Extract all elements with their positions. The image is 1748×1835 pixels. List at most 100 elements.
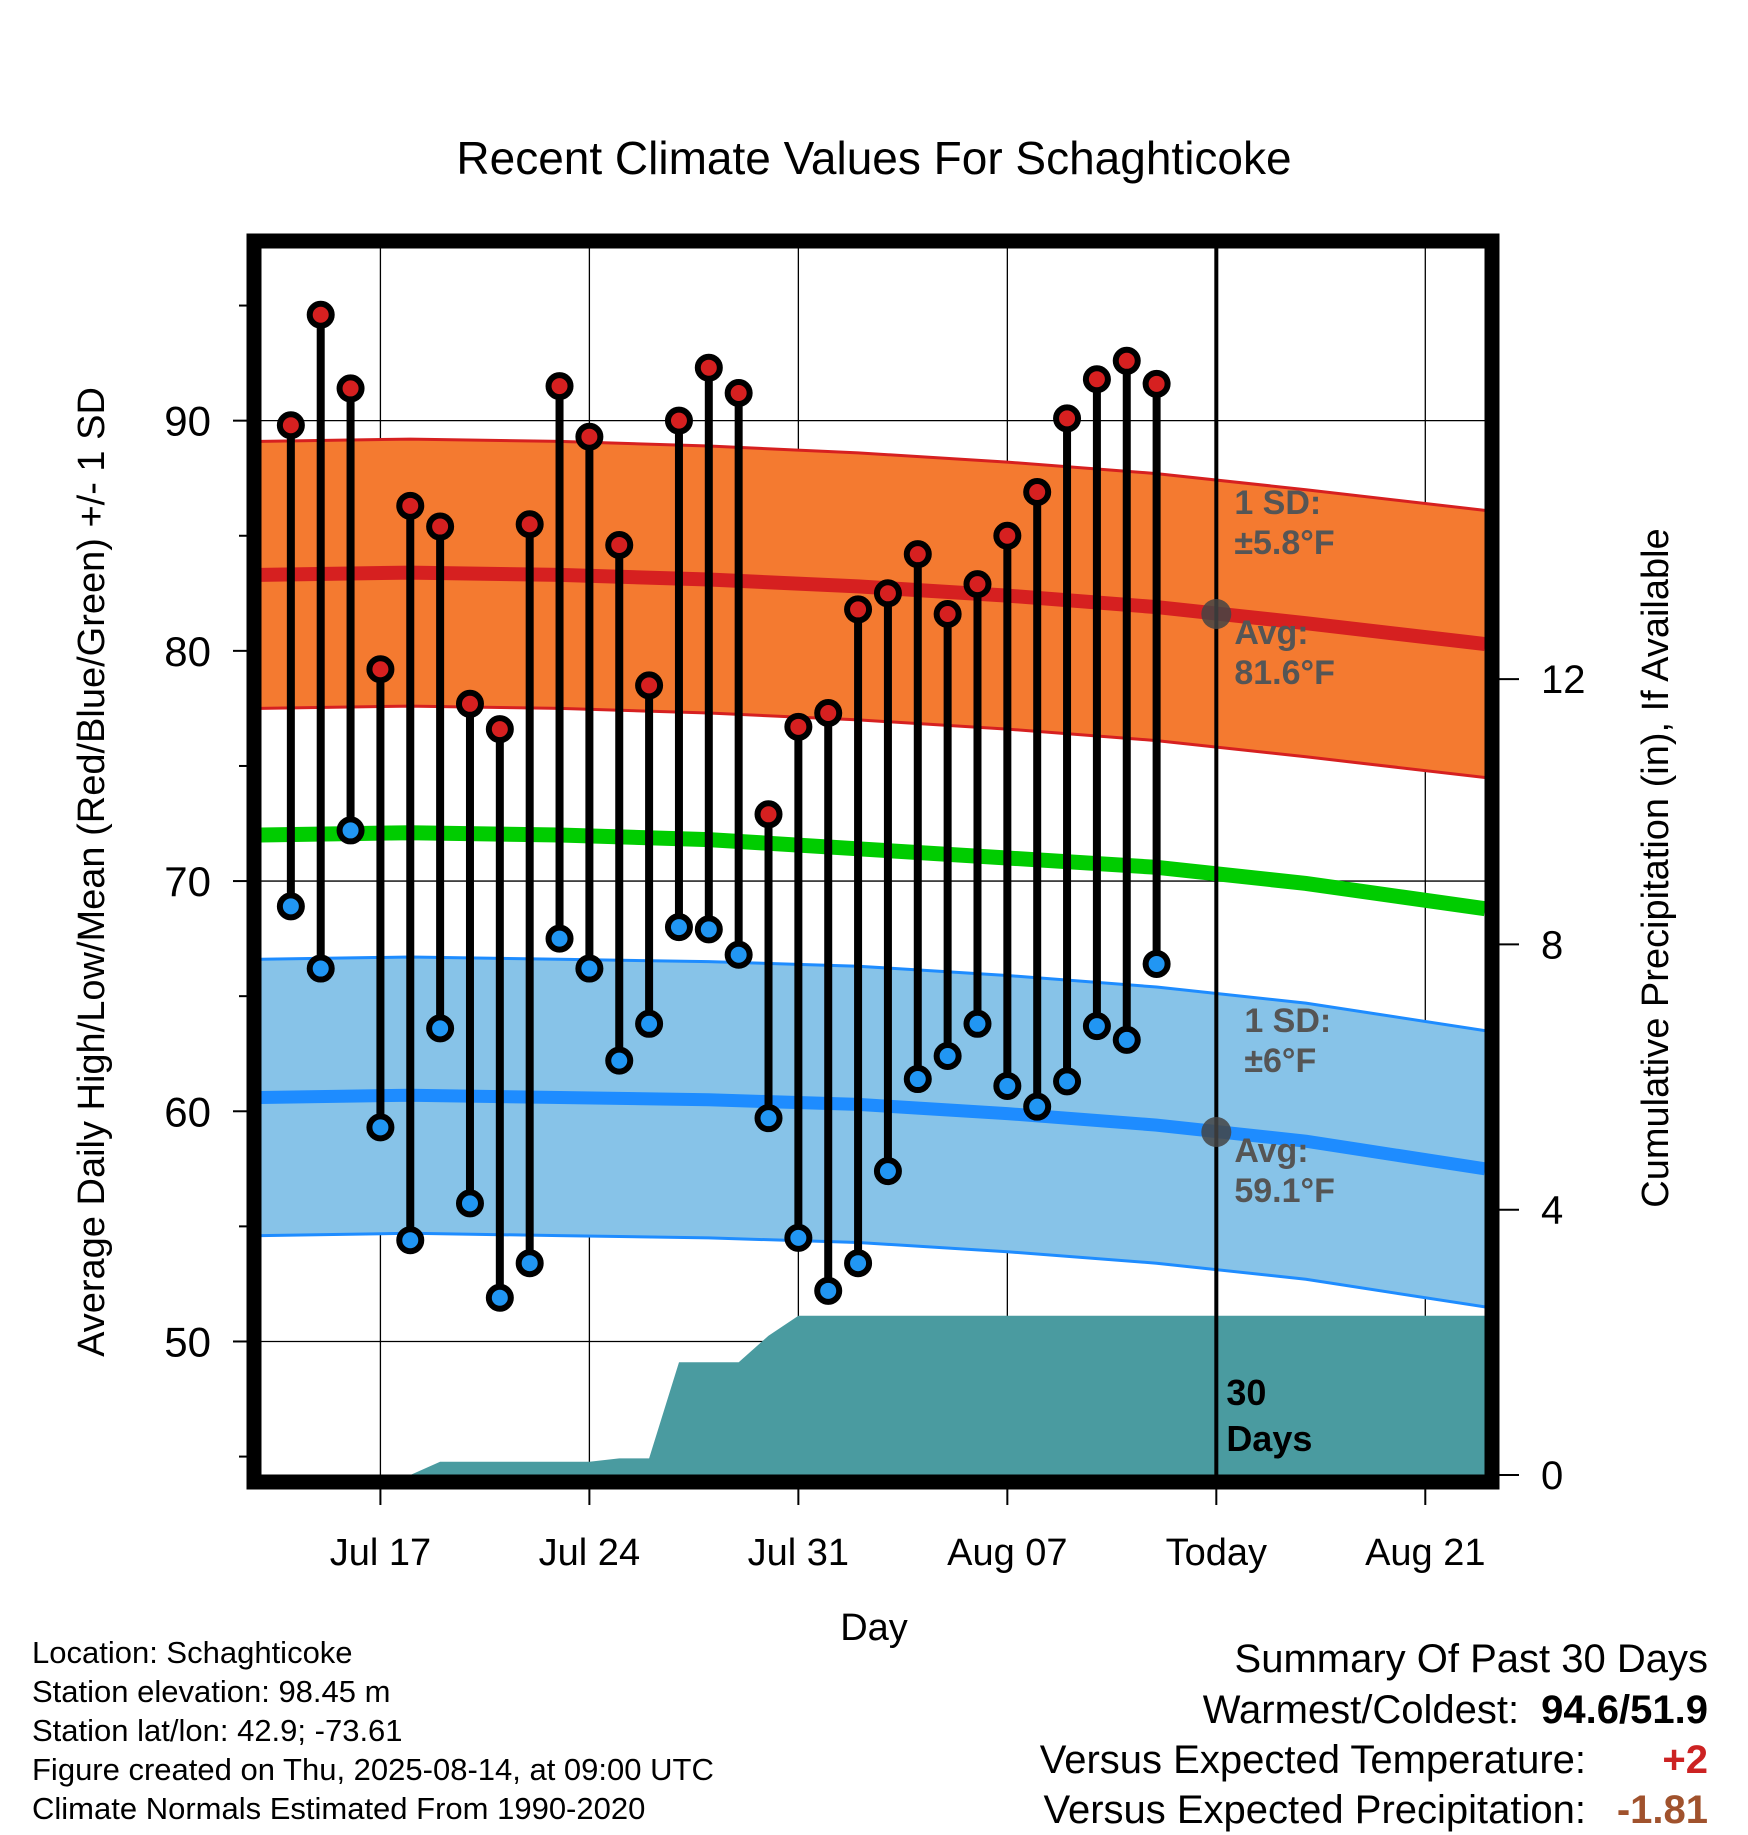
low-point <box>1023 1092 1052 1121</box>
temp-vs-expected-label: Versus Expected Temperature: <box>1039 1738 1586 1782</box>
low-point <box>366 1113 395 1142</box>
high-point <box>784 712 813 741</box>
high-sd-upper-line <box>261 437 1485 512</box>
high-point <box>933 600 962 629</box>
low-point <box>694 915 723 944</box>
low-point <box>724 940 753 969</box>
high-point <box>1142 369 1171 398</box>
plot-frame <box>246 233 1500 1490</box>
low-point <box>306 954 335 983</box>
summary-panel: Summary Of Past 30 Days Warmest/Coldest:… <box>1040 1633 1708 1835</box>
elevation-text: Station elevation: 98.45 m <box>32 1674 391 1709</box>
y-tick-label: 90 <box>164 398 211 445</box>
high-avg-value: 81.6°F <box>1234 654 1335 692</box>
high-point <box>844 595 873 624</box>
low-point <box>784 1223 813 1252</box>
x-tick-label: Today <box>1166 1532 1267 1574</box>
chart-title: Recent Climate Values For Schaghticoke <box>456 132 1291 184</box>
high-point <box>694 353 723 382</box>
low-sd-label: 1 SD: <box>1244 1002 1331 1040</box>
high-point <box>455 689 484 718</box>
y-tick-label: 50 <box>164 1318 211 1365</box>
low-point <box>1142 949 1171 978</box>
high-point <box>993 521 1022 550</box>
precip-vs-expected-value: -1.81 <box>1616 1788 1708 1832</box>
low-sd-value: ±6°F <box>1244 1042 1316 1080</box>
high-avg-label: Avg: <box>1234 614 1308 652</box>
days-number: 30 <box>1226 1372 1266 1413</box>
high-point <box>276 411 305 440</box>
high-point <box>1112 346 1141 375</box>
y2-tick-label: 8 <box>1541 923 1563 967</box>
latlon-text: Station lat/lon: 42.9; -73.61 <box>32 1713 403 1748</box>
high-point <box>664 406 693 435</box>
low-point <box>396 1226 425 1255</box>
high-point <box>635 671 664 700</box>
low-avg-label: Avg: <box>1234 1132 1308 1170</box>
low-point <box>575 954 604 983</box>
high-point <box>366 655 395 684</box>
temp-vs-expected-value: +2 <box>1662 1738 1708 1782</box>
warmest-coldest-row: Warmest/Coldest: 94.6/51.9 <box>1202 1688 1708 1732</box>
mean-line <box>261 825 1485 917</box>
axes: 50 60 70 80 90 0 4 8 12 Jul 17 Jul 24 Jul 31 Aug 07 T… <box>164 304 1586 1574</box>
high-point <box>515 510 544 539</box>
y-tick-label: 70 <box>164 858 211 905</box>
low-point <box>515 1249 544 1278</box>
plot-border <box>246 233 1500 1490</box>
high-point <box>724 379 753 408</box>
mean-high-line <box>261 565 1485 651</box>
temp-vs-expected-row: Versus Expected Temperature: +2 <box>1040 1735 1708 1785</box>
low-point <box>545 924 574 953</box>
high-sd-band <box>261 439 1485 778</box>
low-point <box>485 1283 514 1312</box>
high-point <box>963 570 992 599</box>
x-tick-label: Jul 31 <box>748 1532 849 1574</box>
coldest-value: 51.9 <box>1630 1688 1708 1732</box>
high-point <box>605 530 634 559</box>
low-point <box>933 1042 962 1071</box>
low-point <box>336 816 365 845</box>
y2-tick-label: 4 <box>1541 1189 1563 1233</box>
created-text: Figure created on Thu, 2025-08-14, at 09… <box>32 1752 714 1787</box>
high-point <box>396 491 425 520</box>
x-tick-label: Jul 24 <box>539 1532 640 1574</box>
low-point <box>426 1014 455 1043</box>
summary-title: Summary Of Past 30 Days <box>1234 1637 1708 1681</box>
low-point <box>903 1065 932 1094</box>
low-sd-band <box>261 957 1485 1307</box>
high-point <box>545 372 574 401</box>
today-high-avg-marker <box>1201 599 1232 630</box>
high-sd-label: 1 SD: <box>1234 484 1321 522</box>
high-point <box>485 715 514 744</box>
low-point <box>1082 1012 1111 1041</box>
high-point <box>903 540 932 569</box>
precip-vs-expected-label: Versus Expected Precipitation: <box>1043 1788 1586 1832</box>
normals-text: Climate Normals Estimated From 1990-2020 <box>32 1791 646 1826</box>
high-point <box>336 374 365 403</box>
high-point <box>1082 365 1111 394</box>
today-low-avg-marker <box>1201 1116 1232 1147</box>
low-point <box>276 892 305 921</box>
low-point <box>963 1009 992 1038</box>
high-point <box>575 422 604 451</box>
x-tick-label: Jul 17 <box>330 1532 431 1574</box>
location-text: Location: Schaghticoke <box>32 1635 353 1670</box>
y-axis-label: Average Daily High/Low/Mean (Red/Blue/Gr… <box>71 387 113 1357</box>
x-axis-label: Day <box>840 1607 908 1649</box>
high-point <box>306 300 335 329</box>
y-tick-label: 60 <box>164 1088 211 1135</box>
y-tick-label: 80 <box>164 628 211 675</box>
x-tick-label: Aug 07 <box>947 1532 1067 1574</box>
low-point <box>754 1104 783 1133</box>
high-point <box>426 512 455 541</box>
high-point <box>873 579 902 608</box>
y2-tick-label: 0 <box>1541 1454 1563 1498</box>
precip-vs-expected-row: Versus Expected Precipitation: -1.81 <box>1040 1785 1708 1835</box>
low-point <box>1053 1067 1082 1096</box>
y2-tick-label: 12 <box>1541 658 1586 702</box>
low-point <box>455 1189 484 1218</box>
low-point <box>873 1157 902 1186</box>
